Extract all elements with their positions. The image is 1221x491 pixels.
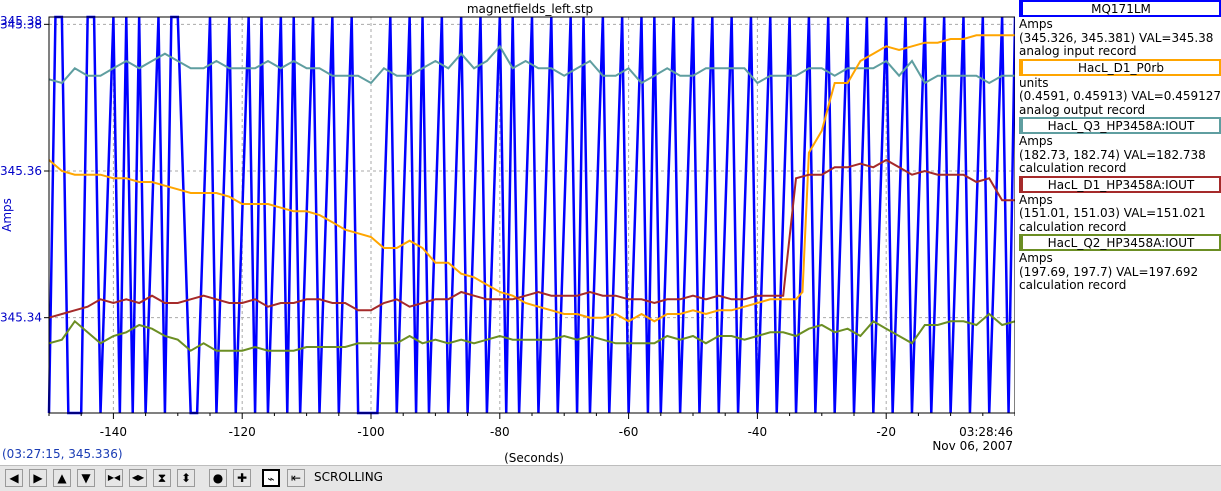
series-line-hacl-d1-hp3458a-iout	[48, 158, 1015, 319]
legend-item-record: calculation record	[1019, 278, 1127, 292]
legend-item-detail: (345.326, 345.381) VAL=345.38	[1019, 30, 1214, 45]
zoom-out-y-button[interactable]: ⬍	[177, 469, 195, 487]
series-layer	[47, 15, 1015, 415]
crosshair-button[interactable]: ✚	[233, 469, 251, 487]
pan-down-button[interactable]: ▼	[77, 469, 95, 487]
legend-item-unit: units	[1019, 75, 1049, 90]
series-line-hacl-d1-p0rb	[48, 34, 1015, 323]
legend-item-name[interactable]: MQ171LM	[1019, 0, 1221, 17]
pan-left-button[interactable]: ◀	[5, 469, 23, 487]
legend-item-record: analog output record	[1019, 102, 1146, 117]
toolbar: ◀ ▶ ▲ ▼ ▶◀ ◀▶ ⧗ ⬍ ● ✚ ⌁ ⇤	[0, 465, 1221, 491]
x-tick-label: -120	[229, 425, 256, 439]
series-line-hacl-q2-hp3458a-iout	[48, 312, 1015, 352]
legend-item-unit: Amps	[1019, 251, 1053, 265]
scrolling-status: SCROLLING	[314, 470, 383, 484]
pan-right-button[interactable]: ▶	[29, 469, 47, 487]
pan-up-button[interactable]: ▲	[53, 469, 71, 487]
x-tick-label: -80	[490, 425, 510, 439]
legend-item-detail: (0.4591, 0.45913) VAL=0.459127	[1019, 89, 1221, 103]
date-label: Nov 06, 2007	[932, 439, 1013, 453]
cursor-coordinates: (03:27:15, 345.336)	[2, 447, 123, 461]
x-tick-label: -100	[357, 425, 384, 439]
x-tick-label: -60	[619, 425, 639, 439]
zoom-in-y-button[interactable]: ⧗	[153, 469, 171, 487]
legend-item-unit: Amps	[1019, 134, 1053, 148]
series-line-hacl-q3-hp3458a-iout	[48, 44, 1015, 85]
x-tick-label: -20	[876, 425, 896, 439]
back-to-now-button[interactable]: ⇤	[287, 469, 305, 487]
strip-chart[interactable]: magnetfields_left.stp 345.34 345.36 345.38…	[0, 0, 1015, 465]
time-label: 03:28:46	[959, 425, 1013, 439]
legend-item-name[interactable]: HacL_Q3_HP3458A:IOUT	[1019, 117, 1221, 134]
y-tick-label: 345.36	[0, 164, 42, 178]
x-axis: -140 -120 -100 -80 -60 -40 -20	[48, 413, 1015, 439]
legend-item-name[interactable]: HacL_D1_HP3458A:IOUT	[1019, 175, 1221, 193]
legend: MQ171LM Amps (345.326, 345.381) VAL=345.38…	[1019, 0, 1221, 293]
legend-item-detail: (151.01, 151.03) VAL=151.021	[1019, 206, 1206, 220]
x-tick-label: -140	[100, 425, 127, 439]
y-tick-label: 345.34	[0, 311, 42, 325]
x-axis-label: (Seconds)	[504, 451, 564, 465]
stop-button[interactable]: ●	[209, 469, 227, 487]
legend-item-record: analog input record	[1019, 44, 1137, 58]
y-axis-label: Amps	[0, 198, 14, 232]
legend-item-name[interactable]: HacL_D1_P0rb	[1019, 58, 1221, 76]
x-tick-label: -40	[748, 425, 768, 439]
zoom-out-x-button[interactable]: ◀▶	[129, 469, 147, 487]
legend-item-name[interactable]: HacL_Q2_HP3458A:IOUT	[1019, 234, 1221, 251]
zoom-in-x-button[interactable]: ▶◀	[105, 469, 123, 487]
legend-item-record: calculation record	[1019, 219, 1127, 234]
legend-item-unit: Amps	[1019, 192, 1053, 207]
y-tick-label-top: 345.38	[0, 14, 42, 28]
legend-item-record: calculation record	[1019, 161, 1127, 175]
legend-item-detail: (182.73, 182.74) VAL=182.738	[1019, 147, 1206, 162]
legend-item-detail: (197.69, 197.7) VAL=197.692	[1019, 264, 1199, 279]
scroll-mode-button[interactable]: ⌁	[262, 469, 280, 487]
y-tick-label: 345.38	[0, 17, 42, 31]
series-line-mq171lm	[47, 15, 1015, 415]
chart-title: magnetfields_left.stp	[467, 2, 593, 16]
legend-item-unit: Amps	[1019, 17, 1053, 31]
